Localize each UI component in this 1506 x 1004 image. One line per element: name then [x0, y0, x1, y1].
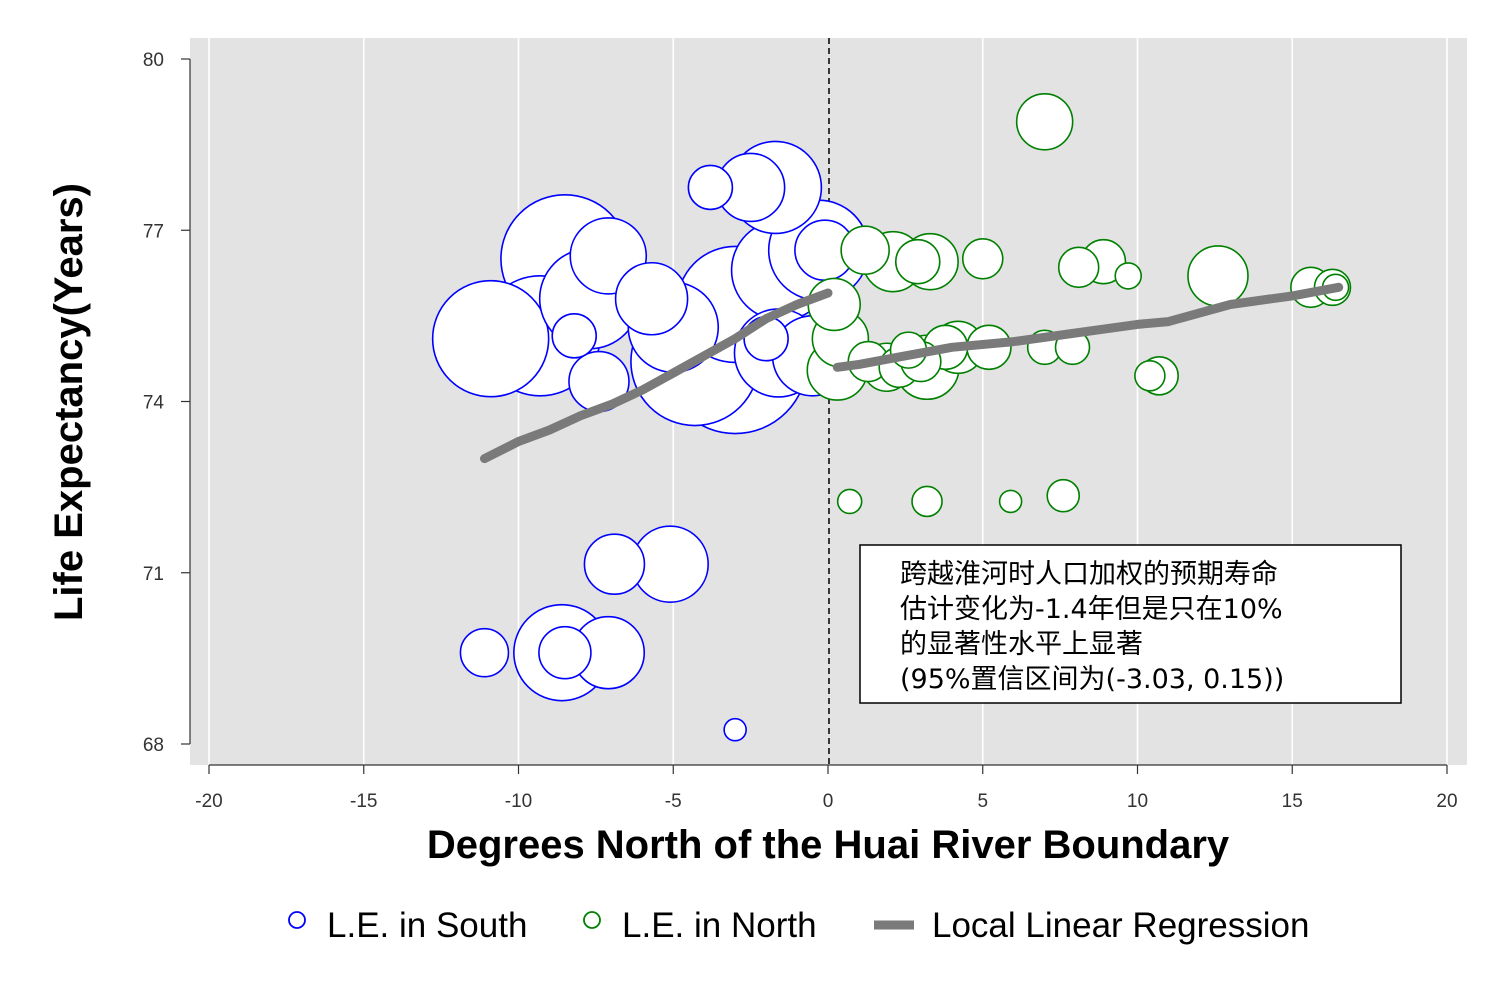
- north-point-3: [894, 238, 941, 285]
- x-tick-label-7: 15: [1282, 791, 1303, 812]
- north-point-30: [911, 485, 943, 518]
- south-point-7: [614, 261, 689, 336]
- scatter-points: [431, 92, 1352, 742]
- south-point-0: [431, 279, 550, 398]
- north-point-27: [1134, 360, 1166, 392]
- x-axis: -20 -15 -10 -5 0 5 10 15 20: [195, 764, 1458, 812]
- legend-item-north: L.E. in North: [583, 906, 817, 945]
- north-point-31: [998, 489, 1023, 514]
- north-point-9: [1187, 245, 1249, 307]
- y-tick-label-1: 71: [143, 564, 164, 585]
- north-point-13: [807, 277, 861, 332]
- y-tick-label-3: 77: [143, 221, 164, 242]
- north-point-0: [1015, 92, 1074, 151]
- legend-item-regression: Local Linear Regression: [874, 906, 1309, 945]
- y-tick-label-4: 80: [143, 50, 164, 71]
- x-tick-label-0: -20: [195, 791, 222, 812]
- x-axis-title: Degrees North of the Huai River Boundary: [427, 823, 1230, 867]
- south-point-23: [459, 627, 510, 678]
- legend-item-south: L.E. in South: [288, 906, 527, 945]
- south-point-3: [551, 313, 598, 359]
- y-axis: 68 71 74 77 80: [143, 50, 191, 756]
- south-point-25: [538, 625, 592, 680]
- north-point-1: [840, 225, 890, 276]
- x-tick-label-8: 20: [1436, 791, 1457, 812]
- south-point-21: [583, 533, 646, 595]
- x-tick-label-3: -5: [665, 791, 682, 812]
- north-point-8: [1114, 262, 1143, 290]
- north-point-32: [1046, 478, 1081, 513]
- annotation-box: 跨越淮河时人口加权的预期寿命 估计变化为-1.4年但是只在10% 的显著性水平上…: [859, 544, 1402, 704]
- legend-regression-label: Local Linear Regression: [932, 906, 1309, 945]
- x-tick-label-4: 0: [823, 791, 834, 812]
- north-point-6: [1057, 246, 1100, 289]
- annotation-line-2: 估计变化为-1.4年但是只在10%: [900, 594, 1283, 625]
- regression-line-right: [832, 282, 1344, 372]
- legend-north-marker: [583, 911, 601, 929]
- legend-south-label: L.E. in South: [327, 906, 527, 945]
- north-point-29: [836, 488, 863, 515]
- south-point-10: [687, 164, 734, 211]
- legend-south-marker: [288, 911, 306, 929]
- annotation-frame: [859, 544, 1402, 704]
- y-tick-label-0: 68: [143, 735, 164, 756]
- x-tick-label-2: -10: [505, 791, 532, 812]
- x-tick-label-1: -15: [350, 791, 377, 812]
- south-point-27: [723, 717, 747, 742]
- y-axis-title: Life Expectancy(Years): [47, 183, 91, 621]
- regression-line-left: [480, 288, 833, 464]
- y-tick-label-2: 74: [143, 393, 165, 414]
- legend-north-label: L.E. in North: [622, 906, 817, 945]
- x-tick-label-6: 10: [1127, 791, 1148, 812]
- annotation-line-4: (95%置信区间为(-3.03, 0.15)): [900, 664, 1284, 695]
- x-tick-label-5: 5: [977, 791, 988, 812]
- regression-lines: [480, 282, 1344, 464]
- legend: L.E. in South L.E. in North Local Linear…: [288, 906, 1309, 945]
- annotation-line-1: 跨越淮河时人口加权的预期寿命: [900, 559, 1278, 590]
- north-point-5: [961, 237, 1004, 280]
- annotation-line-3: 的显著性水平上显著: [900, 629, 1143, 660]
